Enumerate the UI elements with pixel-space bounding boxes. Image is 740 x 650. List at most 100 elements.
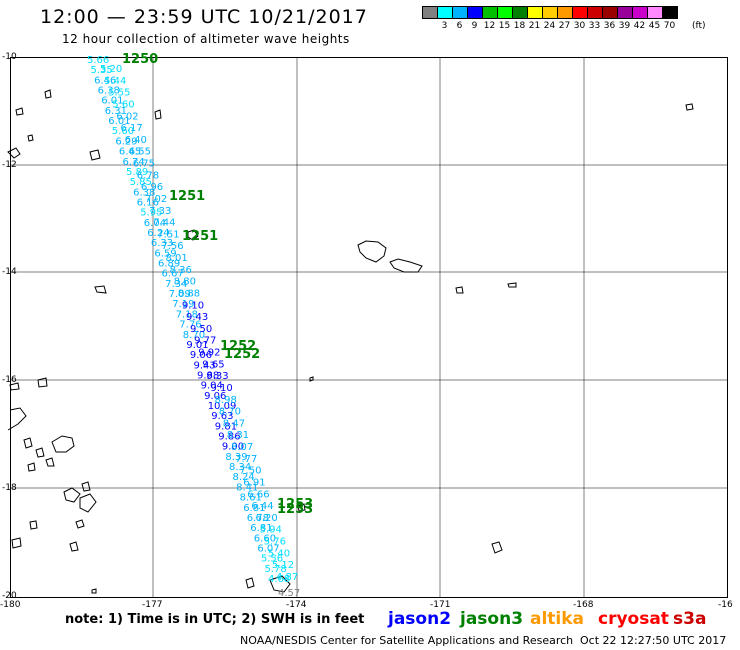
samoa-island-upolu	[389, 258, 423, 273]
swh-value: 9.92	[198, 348, 220, 359]
swh-value: 9.50	[190, 324, 212, 335]
coastlines	[7, 89, 694, 594]
swh-value: 6.89	[158, 259, 180, 270]
swh-value: 8.47	[223, 418, 245, 429]
color-scale-swatch	[662, 6, 678, 19]
lon-label: -16	[718, 600, 733, 610]
swh-value: 5.40	[268, 548, 290, 559]
swh-value: 7.19	[172, 299, 194, 310]
map-title: 12:00 — 23:59 UTC 10/21/2017	[40, 6, 368, 28]
swh-value: 5.76	[264, 537, 286, 548]
swh-value: 5.60	[112, 99, 134, 110]
lat-label: -20	[2, 591, 17, 601]
swh-value: 6.45	[119, 147, 141, 158]
lon-label: -171	[430, 600, 451, 610]
swh-value: 8.70	[219, 407, 241, 418]
swh-value: 6.17	[121, 123, 143, 134]
swh-value: 5.55	[108, 88, 130, 99]
samoa-island-savaii	[357, 240, 387, 263]
swh-value: 8.31	[227, 430, 249, 441]
swh-value: 6.40	[125, 135, 147, 146]
swh-value: 6.20	[256, 513, 278, 524]
swh-value: 9.81	[215, 421, 237, 432]
pass-label: 1253	[277, 502, 313, 517]
swh-value: 5.89	[126, 167, 148, 178]
swh-value: 5.85	[130, 177, 152, 188]
swh-value: 6.04	[144, 218, 166, 229]
color-scale-label: 12	[483, 21, 496, 31]
color-scale-label: 42	[633, 21, 646, 31]
swh-value: 6.46	[94, 75, 116, 86]
color-scale-label: 33	[588, 21, 601, 31]
swh-value: 8.61	[240, 493, 262, 504]
pass-label: 1251	[169, 189, 205, 204]
swh-value: 6.60	[254, 533, 276, 544]
swh-value: 6.78	[137, 170, 159, 181]
swh-value: 6.01	[108, 116, 130, 127]
swh-value: 9.01	[186, 340, 208, 351]
swh-value: 9.43	[194, 360, 216, 371]
swh-value: 8.39	[225, 452, 247, 463]
swh-value: 6.55	[129, 147, 151, 158]
swh-value: 9.00	[222, 442, 244, 453]
swh-value: 7.77	[235, 454, 257, 465]
color-scale-label: 24	[543, 21, 556, 31]
swh-value: 5.35	[91, 65, 113, 76]
swh-value: 6.75	[133, 159, 155, 170]
color-scale-label: 6	[456, 21, 463, 31]
swh-value: 9.33	[206, 371, 228, 382]
swh-value: 6.01	[101, 96, 123, 107]
color-scale-unit: (ft)	[692, 21, 706, 31]
swh-value: 5.94	[260, 525, 282, 536]
pass-label: 1252	[224, 347, 260, 362]
color-scale-label: 36	[603, 21, 616, 31]
swh-value: 8.88	[178, 289, 200, 300]
map-frame	[10, 57, 728, 598]
swh-value: 4.68	[268, 574, 290, 585]
swh-value: 6.07	[257, 544, 279, 555]
color-scale-label: 45	[648, 21, 661, 31]
swh-value: 5.66	[87, 55, 109, 66]
color-scale-label: 70	[663, 21, 676, 31]
swh-value: 9.86	[218, 432, 240, 443]
graticule	[10, 57, 728, 598]
swh-value: 7.09	[169, 289, 191, 300]
swh-value: 6.78	[247, 513, 269, 524]
lon-label: -168	[573, 600, 594, 610]
swh-value: 9.63	[211, 411, 233, 422]
swh-value: 6.44	[251, 501, 273, 512]
swh-value: 5.44	[104, 76, 126, 87]
swh-value: 6.16	[137, 198, 159, 209]
swh-value: 6.91	[243, 478, 265, 489]
legend-cryosat: cryosat	[598, 609, 669, 629]
swh-value: 7.34	[165, 279, 187, 290]
pass-label: 1252	[220, 339, 256, 354]
color-scale-label: 9	[471, 21, 478, 31]
legend-jason3: jason3	[460, 609, 524, 629]
swh-value: 6.96	[141, 182, 163, 193]
swh-value: 9.77	[194, 336, 216, 347]
swh-value: 6.02	[116, 111, 138, 122]
swh-value: 7.18	[176, 309, 198, 320]
swh-value: 8.41	[236, 482, 258, 493]
swh-value: 6.81	[243, 503, 265, 514]
swh-value: 8.80	[174, 277, 196, 288]
color-scale-label: 18	[513, 21, 526, 31]
lon-label: -174	[286, 600, 307, 610]
swh-value: 7.51	[157, 229, 179, 240]
swh-value: 6.38	[133, 187, 155, 198]
swh-value: 7.44	[153, 218, 175, 229]
color-scale-label: 30	[573, 21, 586, 31]
lon-label: -177	[142, 600, 163, 610]
swh-value: 5.20	[100, 64, 122, 75]
swh-value: 6.66	[247, 489, 269, 500]
swh-value: 6.67	[162, 269, 184, 280]
swh-value: 9.10	[211, 383, 233, 394]
swh-value: 6.59	[154, 248, 176, 259]
legend-s3a: s3a	[673, 609, 707, 629]
swh-value: 6.38	[98, 86, 120, 97]
pass-label: 1253	[277, 497, 313, 512]
generated-timestamp: Oct 22 12:27:50 UTC 2017	[580, 634, 727, 647]
color-scale-bar	[422, 6, 678, 19]
